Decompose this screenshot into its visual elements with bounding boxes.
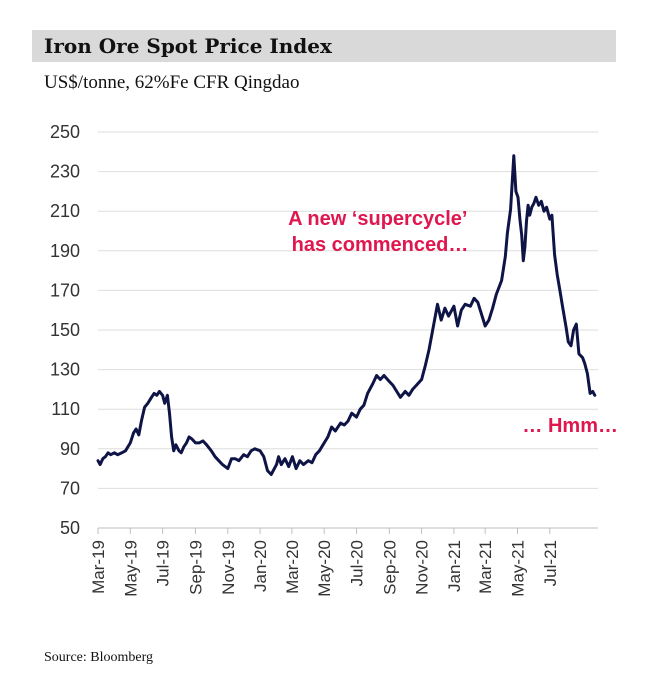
x-tick-label: Nov-20 xyxy=(413,540,432,595)
x-tick-label: Jul-21 xyxy=(541,540,560,586)
y-tick-label: 170 xyxy=(50,280,80,300)
y-tick-label: 250 xyxy=(50,122,80,142)
gridlines xyxy=(98,131,598,529)
x-tick-label: Mar-21 xyxy=(476,540,495,594)
y-tick-label: 230 xyxy=(50,162,80,182)
price-series-line xyxy=(96,154,597,476)
chart-subtitle: US$/tonne, 62%Fe CFR Qingdao xyxy=(44,72,300,93)
x-tick-label: May-21 xyxy=(508,540,527,597)
x-tick-label: Mar-20 xyxy=(283,540,302,594)
supercycle-annotation-line-2: has commenced… xyxy=(292,234,469,256)
x-tick-label: Mar-19 xyxy=(89,540,108,594)
y-tick-label: 210 xyxy=(50,201,80,221)
y-tick-label: 190 xyxy=(50,241,80,261)
y-tick-label: 110 xyxy=(51,399,80,419)
hmm-annotation: … Hmm… xyxy=(522,415,618,437)
supercycle-annotation-line-1: A new ‘supercycle’ xyxy=(288,208,467,230)
x-axis-ticks: Mar-19 May-19 Jul-19 Sep-19 Nov-19 Jan-20 Mar-… xyxy=(89,528,560,597)
x-tick-label: Jul-19 xyxy=(154,540,173,586)
x-tick-label: Jul-20 xyxy=(347,540,366,586)
y-axis-ticks: 50 70 90 110 130 150 170 190 210 230 250 xyxy=(50,122,80,538)
x-tick-label: May-20 xyxy=(315,540,334,597)
supercycle-annotation: A new ‘supercycle’ has commenced… xyxy=(288,208,472,256)
hmm-annotation-line-1: … Hmm… xyxy=(522,415,618,437)
x-tick-label: Sep-19 xyxy=(186,540,205,595)
x-tick-label: May-19 xyxy=(121,540,140,597)
y-tick-label: 90 xyxy=(60,439,80,459)
source-note: Source: Bloomberg xyxy=(44,650,154,665)
x-tick-label: Jan-20 xyxy=(251,540,270,592)
y-tick-label: 70 xyxy=(60,478,80,498)
y-tick-label: 150 xyxy=(50,320,80,340)
x-tick-label: Sep-20 xyxy=(380,540,399,595)
y-tick-label: 50 xyxy=(60,518,80,538)
x-tick-label: Jan-21 xyxy=(445,540,464,592)
chart-title: Iron Ore Spot Price Index xyxy=(32,30,616,62)
x-tick-label: Nov-19 xyxy=(219,540,238,595)
y-tick-label: 130 xyxy=(50,360,80,380)
